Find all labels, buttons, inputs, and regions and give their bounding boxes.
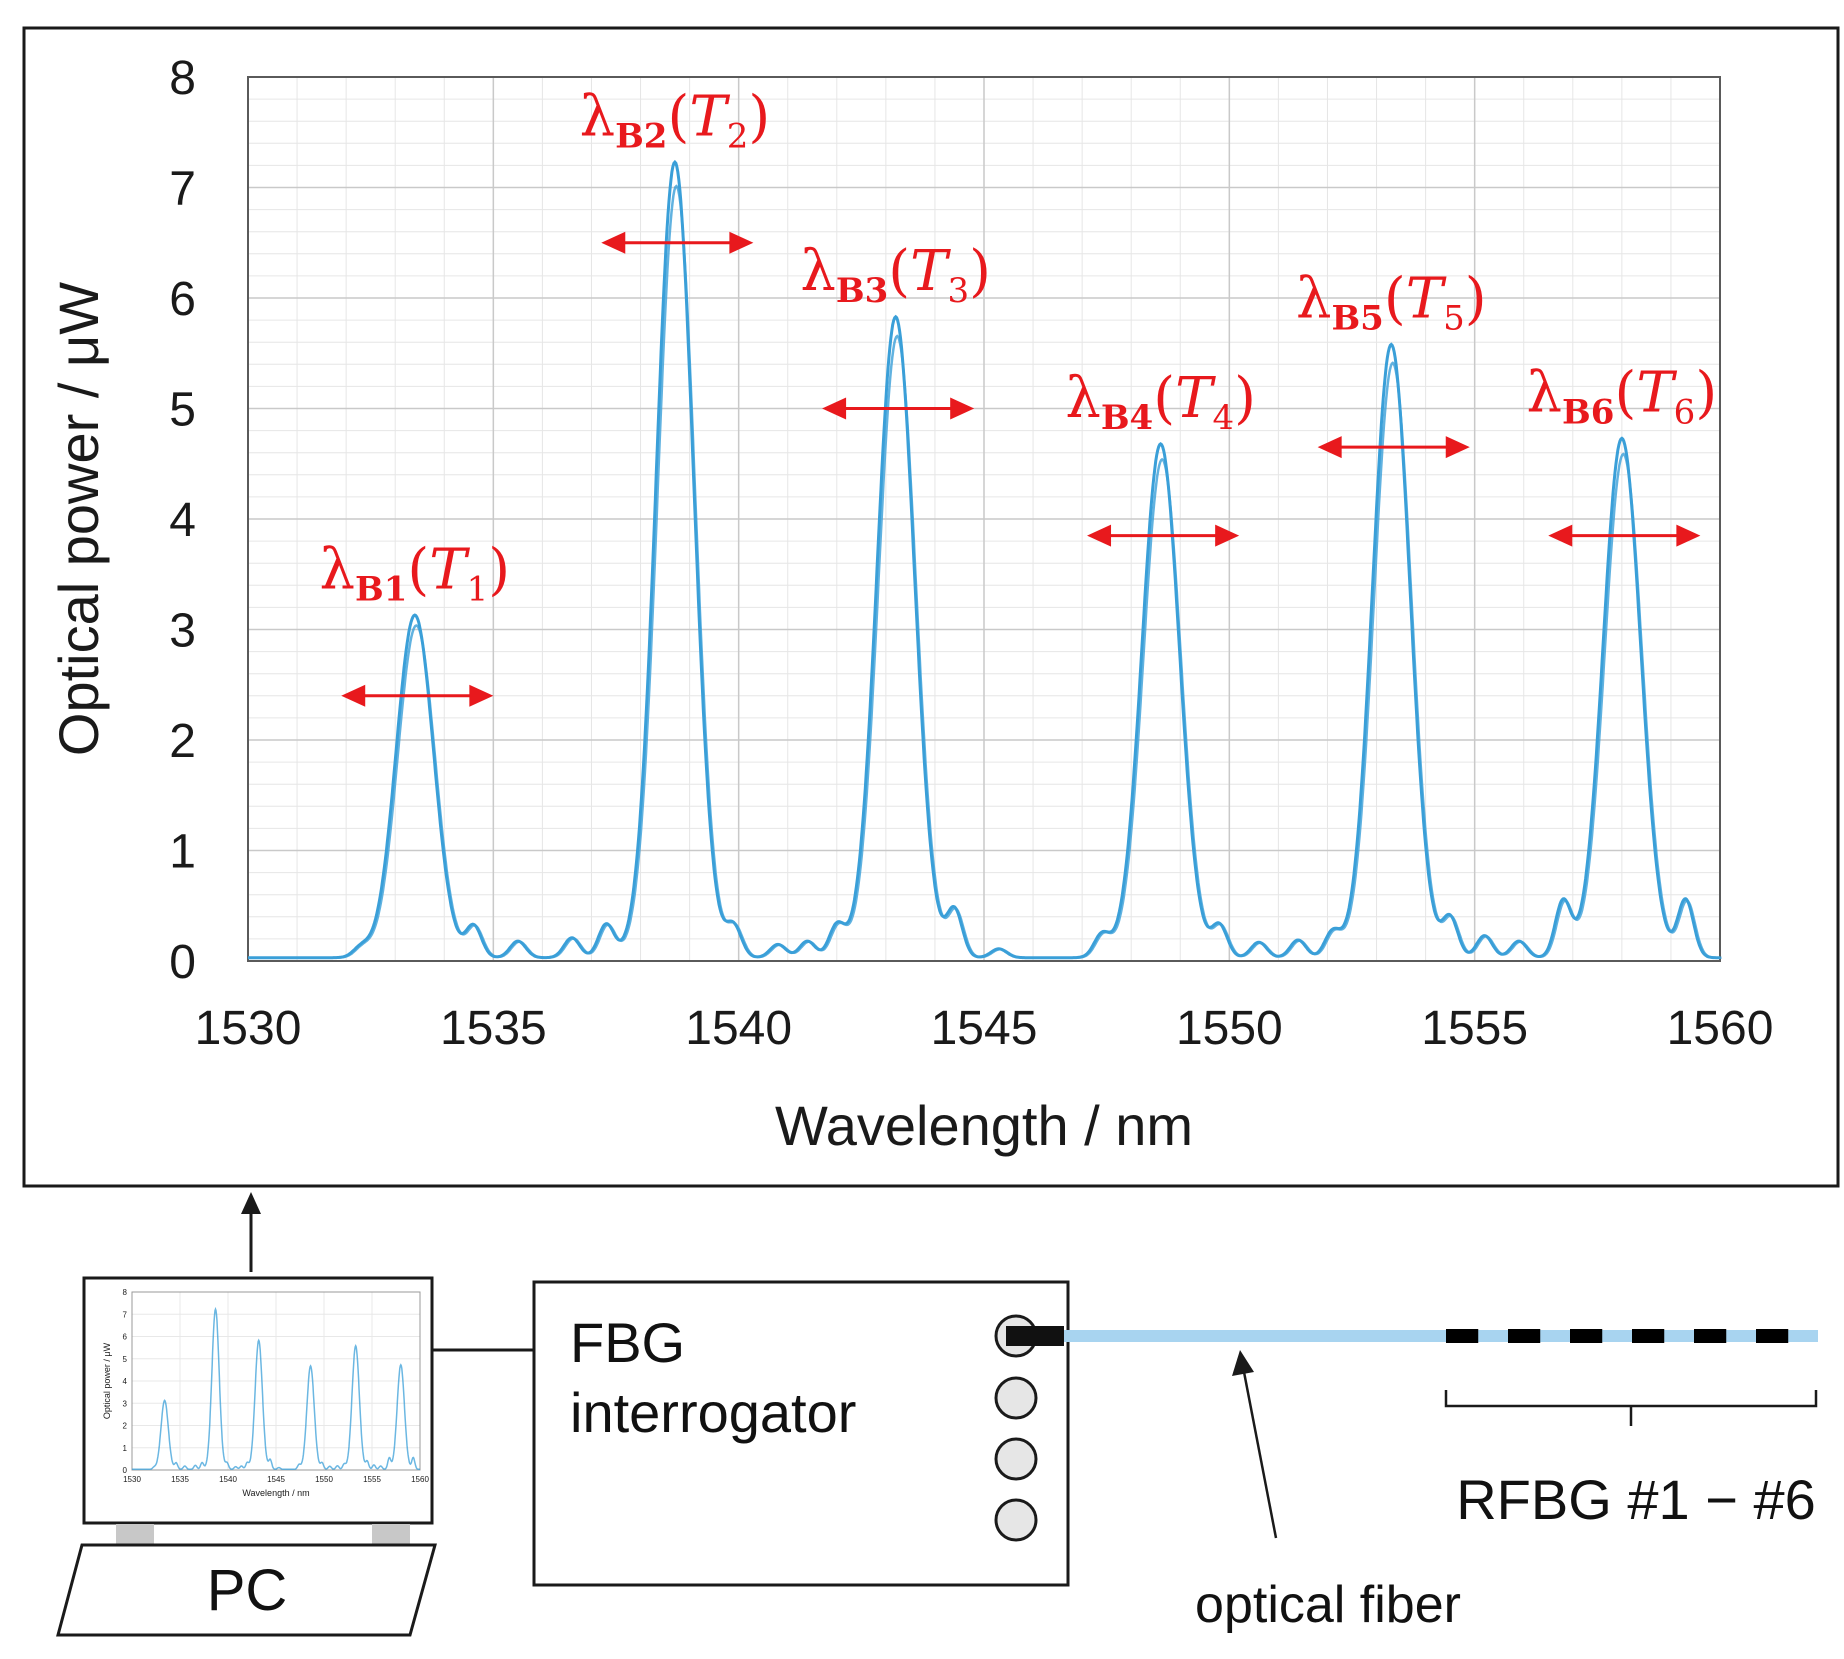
thumbnail-x-axis-label: Wavelength / nm [242, 1488, 309, 1498]
thumbnail-y-tick-label: 2 [123, 1422, 128, 1431]
shift-arrowhead-right [950, 397, 975, 420]
y-tick-label: 3 [169, 605, 196, 658]
thumbnail-y-tick-label: 7 [123, 1310, 128, 1319]
rfbg-segment-2 [1508, 1329, 1541, 1343]
fiber-line [1064, 1330, 1818, 1342]
spectrum-series [248, 159, 1722, 960]
spectrum-trace [248, 159, 1720, 960]
rfbg-gratings [1446, 1329, 1789, 1343]
peak-label-3: λB3(T3) [800, 239, 991, 311]
y-tick-label: 4 [169, 494, 196, 547]
pc-laptop: 1530 1535 1540 1545 1550 1555 1560 0 1 2 3 4 5 6 7 8 Wav… [56, 1276, 437, 1637]
spectrum-chart: 1530 1535 1540 1545 1550 1555 1560 0 1 2 3 4 5 6 7 8 λ… [47, 52, 1773, 1157]
fiber-connector [1006, 1326, 1064, 1346]
thumbnail-x-tick-label: 1555 [363, 1475, 381, 1484]
interrogator-label-line1: FBG [570, 1311, 685, 1374]
peak-label-6: λB6(T6) [1527, 361, 1718, 433]
thumbnail-x-tick-label: 1530 [123, 1475, 141, 1484]
rfbg-segment-3 [1570, 1329, 1603, 1343]
x-tick-label: 1530 [195, 1002, 302, 1055]
x-tick-label: 1550 [1176, 1002, 1283, 1055]
peak-labels: λB1(T1) λB2(T2) λB3(T3) λB4(T4) λB5(T5) λB6(T… [320, 84, 1718, 609]
shift-arrowhead-left [1087, 524, 1112, 547]
rfbg-bracket [1444, 1390, 1818, 1426]
y-tick-label: 5 [169, 384, 196, 437]
y-tick-label: 0 [169, 936, 196, 989]
plot-area-border [247, 76, 1721, 962]
y-tick-label: 2 [169, 715, 196, 768]
y-tick-label: 8 [169, 52, 196, 105]
thumbnail-y-tick-label: 1 [123, 1444, 128, 1453]
laptop-hinge-left [116, 1524, 154, 1544]
fiber-label: optical fiber [1195, 1576, 1461, 1634]
thumbnail-x-tick-label: 1560 [411, 1475, 429, 1484]
laptop-keyboard [56, 1543, 437, 1637]
thumbnail-plot-border [131, 1291, 421, 1471]
x-axis-label: Wavelength / nm [775, 1094, 1193, 1157]
pc-label: PC [207, 1558, 288, 1623]
rfbg-segment-1 [1446, 1329, 1479, 1343]
rfbg-label: RFBG #1 − #6 [1456, 1468, 1816, 1531]
x-tick-labels: 1530 1535 1540 1545 1550 1555 1560 [195, 1002, 1774, 1055]
x-tick-label: 1535 [440, 1002, 547, 1055]
thumbnail-x-tick-label: 1550 [315, 1475, 333, 1484]
thumbnail-trace [132, 1306, 420, 1471]
laptop-screen-thumbnail: 1530 1535 1540 1545 1550 1555 1560 0 1 2 3 4 5 6 7 8 Wav… [102, 1288, 429, 1498]
y-axis-label: Optical power / μW [47, 282, 110, 756]
y-tick-label: 7 [169, 163, 196, 216]
pc-to-chart-arrowhead [241, 1192, 261, 1214]
y-tick-label: 1 [169, 826, 196, 879]
rfbg-segment-5 [1694, 1329, 1727, 1343]
rfbg-segment-4 [1632, 1329, 1665, 1343]
shift-arrowhead-right [469, 684, 494, 707]
thumbnail-y-axis-label: Optical power / μW [102, 1342, 112, 1419]
shift-arrowhead-left [1548, 524, 1573, 547]
peak-label-4: λB4(T4) [1065, 366, 1256, 438]
interrogator-box [532, 1280, 1070, 1587]
shift-arrowhead-left [822, 397, 847, 420]
thumbnail-x-tick-label: 1540 [219, 1475, 237, 1484]
shift-arrowhead-right [1215, 524, 1240, 547]
thumbnail-y-tick-label: 3 [123, 1399, 128, 1408]
thumbnail-y-tick-label: 5 [123, 1355, 128, 1364]
x-tick-label: 1560 [1667, 1002, 1774, 1055]
shift-arrowhead-right [1445, 436, 1470, 459]
peak-label-2: λB2(T2) [580, 84, 771, 156]
thumbnail-y-tick-label: 0 [123, 1466, 128, 1475]
x-tick-label: 1555 [1421, 1002, 1528, 1055]
thumbnail-y-tick-label: 6 [123, 1333, 128, 1342]
shift-arrowhead-right [729, 231, 754, 254]
shift-arrowhead-left [601, 231, 626, 254]
port-3 [994, 1437, 1038, 1481]
thumbnail-y-tick-label: 4 [123, 1377, 128, 1386]
shift-arrowhead-left [1317, 436, 1342, 459]
rfbg-segment-6 [1756, 1329, 1789, 1343]
x-tick-label: 1540 [685, 1002, 792, 1055]
fiber-pointer-arrowhead [1232, 1350, 1254, 1376]
fiber-pointer-line [1242, 1371, 1278, 1539]
peak-label-5: λB5(T5) [1296, 267, 1487, 339]
thumbnail-x-tick-label: 1535 [171, 1475, 189, 1484]
port-4 [994, 1498, 1038, 1542]
optical-fiber [1006, 1326, 1818, 1346]
laptop-hinge-right [372, 1524, 410, 1544]
y-tick-labels: 0 1 2 3 4 5 6 7 8 [169, 52, 196, 989]
shift-arrowhead-right [1676, 524, 1701, 547]
peak-label-1: λB1(T1) [320, 537, 511, 609]
x-tick-label: 1545 [931, 1002, 1038, 1055]
thumbnail-x-tick-label: 1545 [267, 1475, 285, 1484]
fbg-interrogator: FBG interrogator [532, 1280, 1070, 1587]
thumbnail-y-tick-label: 8 [123, 1288, 128, 1297]
shift-arrowhead-left [341, 684, 366, 707]
laptop-screen [82, 1276, 434, 1525]
interrogator-label-line2: interrogator [570, 1381, 856, 1444]
port-2 [994, 1376, 1038, 1420]
shift-arrows [341, 231, 1701, 707]
y-tick-label: 6 [169, 273, 196, 326]
